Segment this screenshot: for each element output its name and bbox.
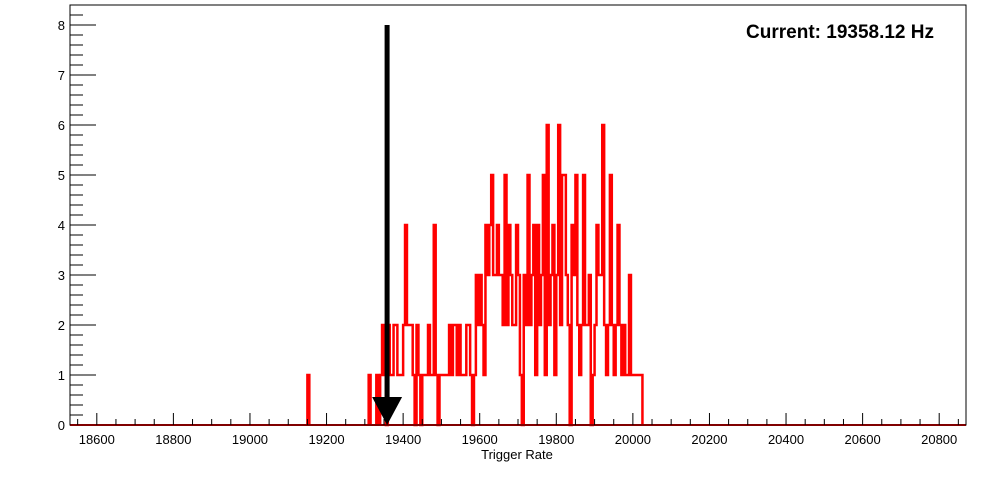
histogram-run-0-0 [306,373,311,425]
x-tick-label: 20200 [691,432,727,447]
marker-arrow-head [372,397,403,425]
y-axis-ticks: 0 1 2 3 4 5 6 7 8 [58,4,96,433]
current-rate-annotation: Current: 19358.12 Hz [746,22,934,43]
y-tick-label: 7 [58,68,65,83]
x-tick-label: 19800 [538,432,574,447]
y-tick-label: 1 [58,368,65,383]
y-tick-label: 4 [58,218,65,233]
x-axis-ticks: 18600 18800 19000 19200 19400 19600 19800 20000… [77,413,959,447]
y-tick-label: 2 [58,318,65,333]
x-axis-title: Trigger Rate [481,447,553,462]
x-tick-label: 18600 [79,432,115,447]
histogram-run-0-3 [378,123,644,427]
y-tick-label: 3 [58,268,65,283]
y-tick-label: 5 [58,168,65,183]
y-tick-label: 6 [58,118,65,133]
x-tick-label: 19200 [308,432,344,447]
x-tick-label: 20400 [768,432,804,447]
histogram-run-0-1 [367,373,372,425]
x-tick-label: 20000 [615,432,651,447]
x-tick-label: 19000 [232,432,268,447]
x-tick-label: 19600 [462,432,498,447]
y-tick-label: 8 [58,18,65,33]
x-tick-label: 18800 [155,432,191,447]
marker-layer [372,25,403,425]
x-tick-label: 20800 [921,432,957,447]
y-tick-label: 0 [58,418,65,433]
x-tick-label: 19400 [385,432,421,447]
x-tick-label: 20600 [845,432,881,447]
